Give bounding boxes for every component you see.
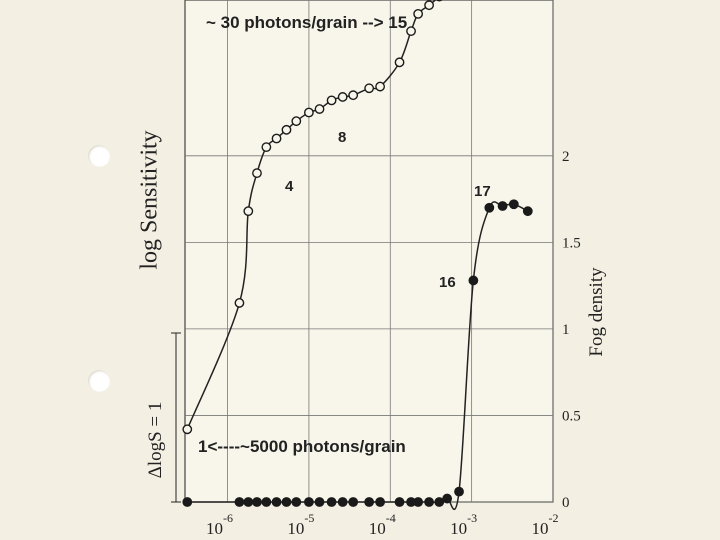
sensitivity-point [291, 116, 302, 127]
fog-point [314, 497, 325, 507]
fog-point [243, 497, 254, 507]
fog-point [413, 497, 424, 507]
fog-point [434, 497, 445, 507]
sensitivity-point [271, 133, 282, 144]
fog-point [454, 486, 464, 497]
fog-point [468, 275, 479, 286]
fog-point [252, 497, 262, 507]
fog-point [364, 497, 375, 507]
binder-hole [88, 370, 110, 392]
right-tick-label: 1.5 [562, 235, 581, 251]
annotation-5000-photons: 1<----~5000 photons/grain [198, 437, 406, 456]
fog-point [375, 497, 386, 507]
binder-hole [88, 145, 110, 167]
fog-point [508, 199, 519, 210]
delta-log-s-scale-bar [171, 332, 181, 503]
tick-labels: 10-6 10-5 10-4 10-3 10-20 0.5 1 1.5 2 [206, 149, 581, 538]
fog-point [234, 497, 245, 507]
sensitivity-point [326, 95, 337, 106]
sensitivity-point [234, 298, 245, 308]
right-tick-label: 2 [562, 149, 570, 165]
sensitivity-point [413, 8, 424, 19]
scale-bar-label: ΔlogS = 1 [145, 401, 166, 479]
right-tick-label: 1 [562, 322, 570, 338]
fog-point [261, 497, 272, 507]
sensitivity-point [375, 81, 386, 92]
x-tick-label: 10-5 [287, 511, 314, 538]
annotation-30-photons: ~ 30 photons/grain --> 15 [206, 13, 407, 32]
fog-point [522, 206, 533, 217]
sensitivity-point [243, 206, 254, 217]
right-tick-label: 0 [562, 495, 570, 511]
right-tick-label: 0.5 [562, 408, 581, 424]
fog-point [497, 201, 508, 211]
annotations: ~ 30 photons/grain --> 15 8 4 1<----~500… [198, 13, 491, 456]
plot-frame [184, 0, 554, 503]
sensitivity-point [424, 0, 434, 11]
fog-point [304, 497, 314, 507]
fog-point [281, 497, 292, 507]
sensitivity-point [348, 90, 359, 101]
fog-point [326, 497, 337, 507]
fog-point [348, 497, 359, 507]
fog-point [291, 497, 302, 507]
sensitivity-point [337, 92, 348, 102]
left-axis-title: log Sensitivity [136, 130, 163, 270]
fog-point [182, 497, 193, 507]
sensitivity-point [364, 83, 375, 94]
data-points [182, 0, 533, 507]
x-tick-label: 10-6 [206, 511, 233, 538]
annotation-4: 4 [285, 178, 294, 195]
sensitivity-point [182, 424, 193, 435]
fog-point [424, 497, 434, 507]
x-tick-label: 10-2 [532, 511, 559, 538]
grid [184, 0, 554, 503]
annotation-16: 16 [439, 274, 456, 291]
x-tick-label: 10-3 [450, 511, 477, 538]
sensitivity-point [394, 57, 405, 68]
fog-point [442, 493, 453, 504]
fog-point [337, 497, 348, 507]
fog-point [271, 497, 282, 507]
sensitivity-point [304, 107, 314, 118]
sensitivity-point [252, 168, 262, 179]
sensitivity-point [281, 124, 292, 135]
x-tick-label: 10-4 [369, 511, 396, 538]
sensitivity-point [314, 104, 325, 114]
annotation-8: 8 [338, 129, 346, 146]
fog-point [394, 497, 405, 507]
sensitivity-point [406, 26, 416, 37]
right-axis-title: Fog density [586, 267, 607, 357]
sensitivity-point [435, 0, 443, 2]
sensitivity-point [261, 142, 272, 153]
fog-point [484, 202, 495, 213]
annotation-17: 17 [474, 183, 491, 200]
